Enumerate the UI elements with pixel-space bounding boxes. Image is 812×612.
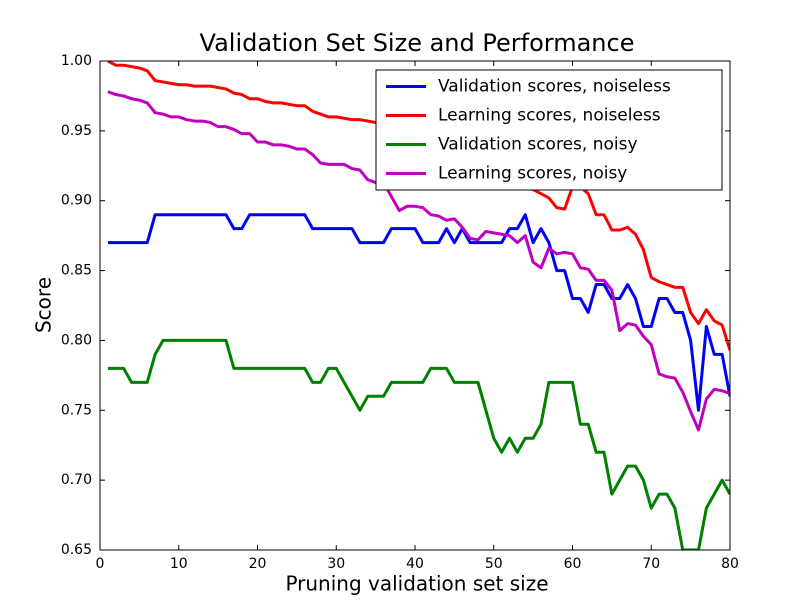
x-axis-label: Pruning validation set size [285,572,548,596]
y-tick-label: 0.90 [61,193,92,209]
plot-area [107,61,730,550]
y-tick-label: 0.65 [61,542,92,558]
y-tick-label: 0.85 [61,263,92,279]
legend-box [375,69,723,191]
x-tick-label: 70 [642,556,660,572]
x-tick-label: 20 [249,556,267,572]
legend-label: Validation scores, noisy [438,135,638,155]
legend-label: Learning scores, noiseless [438,106,661,126]
y-tick-label: 0.95 [61,123,92,139]
x-tick-label: 80 [721,556,739,572]
x-tick-label: 60 [564,556,582,572]
legend: Validation scores, noiseless Learning sco… [375,69,723,191]
legend-label: Learning scores, noisy [438,164,627,184]
y-tick-label: 1.00 [61,53,92,69]
x-tick-label: 0 [96,556,105,572]
series-line [107,213,730,412]
x-tick-label: 10 [170,556,188,572]
series-line [107,90,730,432]
y-tick-label: 0.75 [61,402,92,418]
y-axis-label: Score [32,277,56,333]
x-tick-label: 40 [406,556,424,572]
x-tick-label: 30 [327,556,345,572]
x-tick-label: 50 [485,556,503,572]
legend-label: Validation scores, noiseless [438,77,671,97]
y-tick-label: 0.80 [61,332,92,348]
y-tick-label: 0.70 [61,472,92,488]
series-line [107,338,730,550]
chart-title: Validation Set Size and Performance [200,29,635,57]
